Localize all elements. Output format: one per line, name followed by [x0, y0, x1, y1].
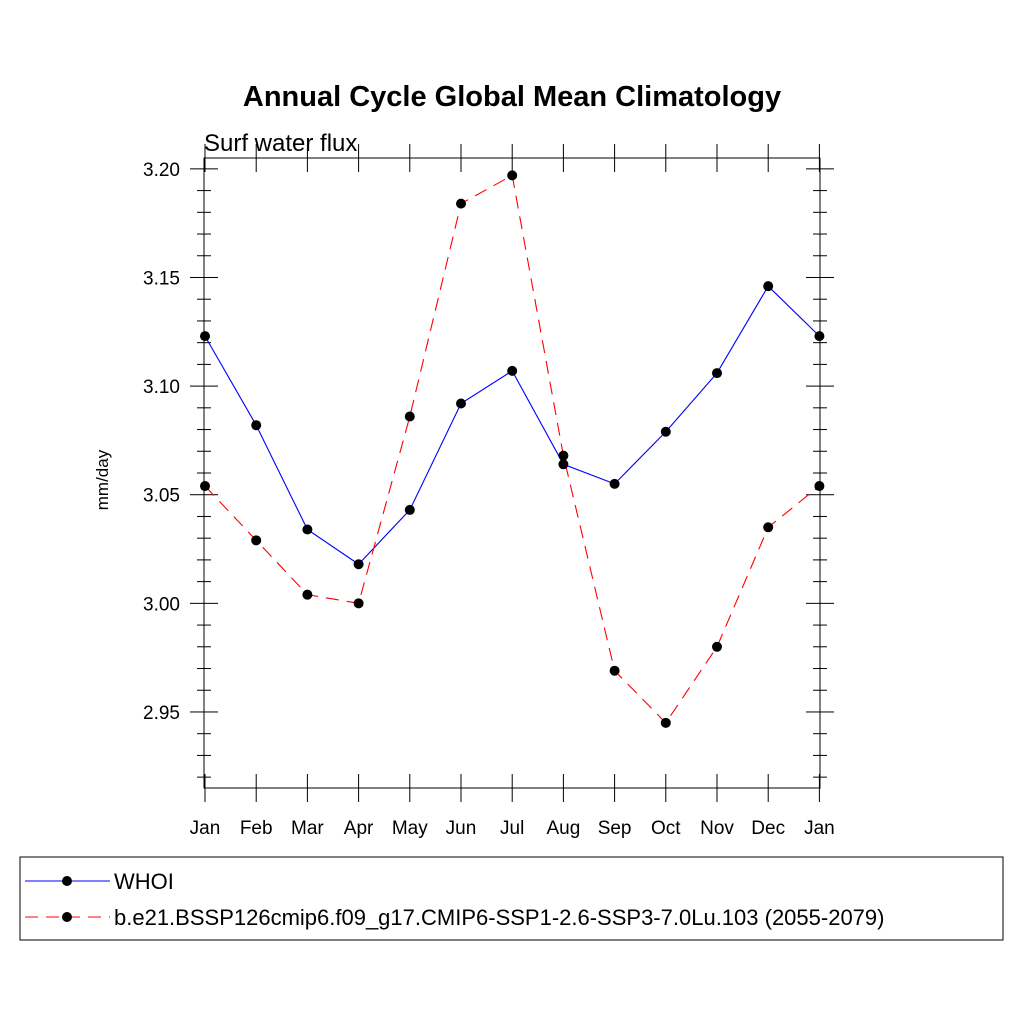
data-point-series-1: [507, 170, 518, 181]
legend-label-1: b.e21.BSSP126cmip6.f09_g17.CMIP6-SSP1-2.…: [114, 905, 884, 930]
y-tick-label: 3.15: [143, 268, 180, 289]
x-tick-label: May: [392, 818, 428, 839]
data-point-series-0: [200, 331, 210, 342]
y-tick-label: 3.10: [143, 377, 180, 398]
series-line-1: [204, 174, 820, 724]
data-point-series-0: [763, 281, 774, 292]
data-point-series-0: [609, 478, 620, 489]
chart-title: Annual Cycle Global Mean Climatology: [243, 81, 781, 113]
x-tick-label: Jun: [446, 818, 477, 839]
data-point-series-0: [404, 504, 415, 515]
data-point-series-0: [251, 420, 262, 431]
x-tick-label: Mar: [291, 818, 324, 839]
data-point-series-1: [353, 598, 364, 609]
x-tick-label: Oct: [651, 818, 681, 839]
data-point-series-1: [200, 481, 210, 492]
data-point-series-1: [558, 450, 569, 461]
data-point-series-1: [404, 411, 415, 422]
x-tick-label: Jan: [804, 818, 835, 839]
data-point-series-1: [814, 481, 825, 492]
data-point-series-0: [814, 331, 825, 342]
data-point-series-1: [660, 717, 671, 728]
data-point-series-1: [251, 535, 262, 546]
x-tick-label: Nov: [700, 818, 734, 839]
y-tick-label: 3.20: [143, 160, 180, 181]
data-point-series-0: [558, 459, 569, 470]
chart-subtitle: Surf water flux: [204, 130, 357, 157]
x-tick-label: Sep: [598, 818, 632, 839]
series-line-0: [204, 285, 820, 565]
y-tick-label: 2.95: [143, 703, 180, 724]
y-tick-label: 3.05: [143, 486, 180, 507]
data-point-series-0: [456, 398, 466, 409]
legend-label-0: WHOI: [114, 869, 174, 894]
data-point-series-0: [507, 365, 518, 376]
x-tick-label: Apr: [344, 818, 374, 839]
ticks-layer: [190, 144, 834, 802]
x-tick-label: Jul: [500, 818, 524, 839]
data-point-series-1: [302, 589, 313, 600]
data-point-series-0: [353, 559, 364, 570]
data-point-series-1: [763, 522, 774, 533]
legend-box: [19, 856, 1004, 941]
x-tick-label: Aug: [546, 818, 580, 839]
data-point-series-1: [712, 641, 722, 652]
legend-marker-0: [62, 876, 72, 886]
x-tick-label: Jan: [190, 818, 221, 839]
legend-layer: WHOI b.e21.BSSP126cmip6.f09_g17.CMIP6-SSP…: [25, 869, 884, 930]
plot-frame: [203, 157, 821, 789]
y-axis-label: mm/day: [93, 449, 112, 510]
legend-marker-1: [62, 912, 72, 922]
y-tick-label: 3.00: [143, 594, 180, 615]
data-point-series-0: [712, 368, 722, 379]
data-point-series-0: [660, 426, 671, 437]
series-layer: [200, 170, 825, 728]
data-point-series-0: [302, 524, 313, 535]
tick-labels-layer: 2.95 3.00 3.05 3.10 3.15 3.20 Jan Feb Mar Apr May J…: [143, 160, 835, 839]
data-point-series-1: [456, 198, 466, 209]
data-point-series-1: [609, 665, 620, 676]
x-tick-label: Dec: [751, 818, 785, 839]
x-tick-label: Feb: [240, 818, 273, 839]
